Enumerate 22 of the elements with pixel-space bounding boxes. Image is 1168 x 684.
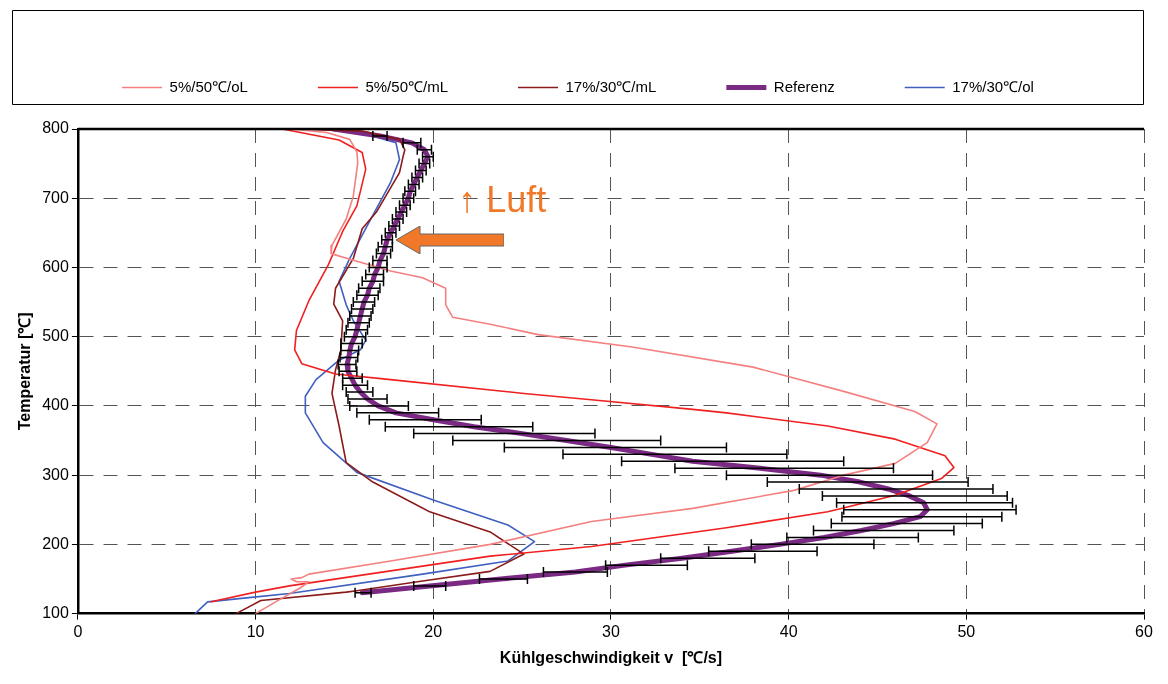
x-axis-title: Kühlgeschwindigkeit v [℃/s]: [499, 648, 723, 666]
y-tick-label: 700: [42, 188, 69, 206]
y-tick-label: 500: [42, 327, 69, 345]
y-axis-title: Temperatur [℃]: [16, 312, 34, 431]
y-tick-label: 400: [42, 396, 69, 414]
y-tick-label: 600: [42, 257, 69, 275]
y-tick-label: 100: [42, 604, 69, 622]
x-tick-label: 0: [73, 622, 83, 640]
x-tick-label: 50: [957, 622, 976, 640]
x-tick-label: 40: [779, 622, 798, 640]
y-tick-label: 300: [42, 465, 69, 483]
x-tick-label: 20: [424, 622, 443, 640]
y-tick-label: 200: [42, 534, 69, 552]
legend-label: 17%/30℃/mL: [565, 77, 657, 95]
legend-label: 17%/30℃/ol: [952, 77, 1034, 95]
legend-label: Referenz: [773, 77, 835, 95]
y-tick-label: 800: [42, 119, 69, 137]
legend-label: 5%/50℃/oL: [169, 77, 248, 95]
x-tick-label: 10: [246, 622, 265, 640]
x-tick-label: 60: [1135, 622, 1153, 640]
legend-label: 5%/50℃/mL: [365, 77, 448, 95]
x-tick-label: 30: [602, 622, 620, 640]
